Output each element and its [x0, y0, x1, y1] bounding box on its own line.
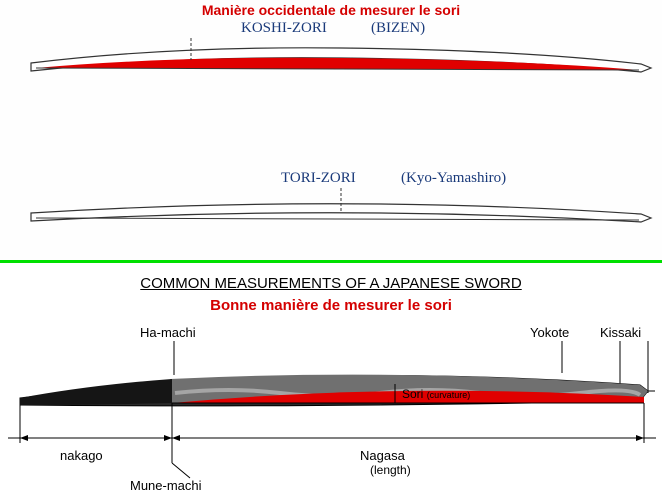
sword2-label-a: TORI-ZORI: [281, 170, 356, 187]
sword1-label-a: KOSHI-ZORI: [241, 20, 327, 37]
western-method-section: Manière occidentale de mesurer le sori K…: [0, 0, 662, 260]
sword2-chord: [36, 218, 639, 220]
sword2-label-b: (Kyo-Yamashiro): [401, 170, 506, 187]
label-nakago: nakago: [60, 448, 103, 463]
sword-row-1: KOSHI-ZORI (BIZEN): [21, 20, 661, 90]
sword-row-2: TORI-ZORI (Kyo-Yamashiro): [21, 170, 661, 240]
sori-label-inline: Sori (curvature): [402, 387, 470, 401]
measurement-svg: Sori (curvature): [0, 323, 662, 493]
top-title: Manière occidentale de mesurer le sori: [0, 2, 662, 18]
correct-method-section: COMMON MEASUREMENTS OF A JAPANESE SWORD …: [0, 263, 662, 504]
label-nagasa: Nagasa: [360, 448, 405, 463]
sword1-svg: [21, 38, 661, 93]
nakago-dim: [8, 435, 172, 441]
blade-nakago: [20, 379, 172, 405]
mune-machi-pointer: [172, 463, 190, 478]
sword1-label-b: (BIZEN): [371, 20, 425, 37]
top-title-text: Manière occidentale de mesurer le sori: [202, 2, 460, 18]
sword2-svg: [21, 188, 661, 243]
label-mune-machi: Mune-machi: [130, 478, 202, 493]
nagasa-dim: [172, 435, 656, 441]
label-nagasa-sub: (length): [370, 463, 411, 477]
bottom-heading: COMMON MEASUREMENTS OF A JAPANESE SWORD: [0, 275, 662, 292]
bottom-subtitle: Bonne manière de mesurer le sori: [0, 297, 662, 314]
